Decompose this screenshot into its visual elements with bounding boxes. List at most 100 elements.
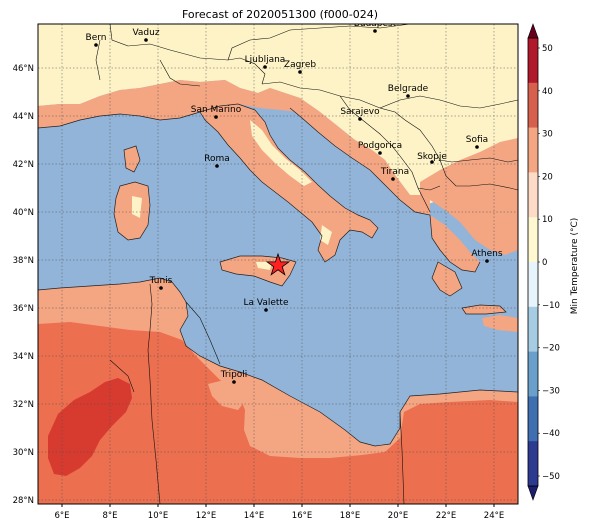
y-tick-label: 42°N — [13, 160, 34, 170]
city-label: Podgorica — [358, 141, 402, 151]
city-la-valette: La Valette — [244, 298, 289, 312]
y-tick-label: 28°N — [13, 496, 34, 506]
sicily-cold-zone — [256, 262, 272, 270]
colorbar-tick-label: 40 — [542, 87, 553, 97]
y-tick-label: 34°N — [13, 352, 34, 362]
city-label: San Marino — [191, 105, 242, 115]
colorbar-tick-label: 10 — [542, 215, 553, 225]
map-gridlines — [38, 24, 518, 504]
colorbar-tick-label: 0 — [542, 258, 547, 268]
colorbar-tick-label: 30 — [542, 130, 553, 140]
x-tick-label: 8°E — [102, 511, 117, 521]
colorbar-band — [528, 82, 538, 128]
colorbar-band — [528, 441, 538, 487]
x-tick-label: 18°E — [340, 511, 360, 521]
city-zagreb: Zagreb — [284, 60, 316, 74]
colorbar-band — [528, 306, 538, 352]
colorbar-band — [528, 262, 538, 308]
x-tick-label: 22°E — [436, 511, 456, 521]
city-tirana: Tirana — [380, 167, 409, 181]
sardinia-cold-zone — [132, 196, 142, 218]
city-bern: Bern — [86, 33, 107, 47]
colorbar-tick-label: −40 — [542, 429, 560, 439]
x-tick-label: 14°E — [244, 511, 264, 521]
x-tick-label: 24°E — [484, 511, 504, 521]
x-tick-label: 16°E — [292, 511, 312, 521]
city-label: Skopje — [417, 152, 447, 162]
colorbar-tick-label: −10 — [542, 301, 560, 311]
calabria-cold-zone — [320, 225, 332, 245]
map-frame — [37, 23, 519, 505]
city-label: Tirana — [380, 167, 409, 177]
y-tick-label: 40°N — [13, 208, 34, 218]
y-tick-label: 44°N — [13, 112, 34, 122]
y-tick-label: 46°N — [13, 64, 34, 74]
x-axis-ticks: 6°E 8°E 10°E 12°E 14°E 16°E 18°E 20°E 22°E 24°E — [54, 504, 504, 521]
balkan-warm-zone — [420, 138, 518, 255]
city-layer: Bern Vaduz Budapest Ljubljana Zagreb Bel… — [86, 19, 503, 384]
x-tick-label: 6°E — [54, 511, 69, 521]
y-tick-label: 38°N — [13, 256, 34, 266]
y-axis-ticks: 46°N 44°N 42°N 40°N 38°N 36°N 34°N 32°N 30°N 28°N — [13, 64, 34, 506]
peloponnese-warm-zone — [432, 262, 462, 296]
italy-peninsula — [200, 104, 378, 262]
colorbar-band — [528, 172, 538, 218]
city-label: La Valette — [244, 298, 289, 308]
coastlines — [38, 103, 518, 447]
algeria-hottest-zone — [48, 378, 132, 476]
colorbar-tick-label: −30 — [542, 386, 560, 396]
city-skopje: Skopje — [417, 152, 447, 164]
city-belgrade: Belgrade — [388, 84, 429, 98]
x-tick-label: 20°E — [388, 511, 408, 521]
corsica-island — [124, 146, 140, 172]
y-tick-label: 36°N — [13, 304, 34, 314]
greece-warm-zone — [430, 215, 480, 272]
apennine-cold-zone — [250, 120, 312, 186]
star-marker — [265, 252, 291, 276]
city-label: Sofia — [466, 135, 488, 145]
colorbar-band — [528, 127, 538, 173]
city-label: Sarajevo — [340, 107, 380, 117]
city-label: Budapest — [354, 19, 397, 29]
x-tick-label: 12°E — [196, 511, 216, 521]
city-san-marino: San Marino — [191, 105, 242, 119]
city-label: Vaduz — [132, 28, 159, 38]
city-tunis: Tunis — [149, 276, 173, 290]
city-label: Tripoli — [220, 370, 248, 380]
north-land-region — [38, 24, 518, 215]
adriatic-east-warm-zone — [290, 98, 430, 215]
colorbar-band — [528, 217, 538, 263]
city-budapest: Budapest — [354, 19, 397, 33]
colorbar-band — [528, 351, 538, 397]
city-sofia: Sofia — [466, 135, 488, 149]
y-tick-label: 30°N — [13, 448, 34, 458]
colorbar-extend-top — [527, 23, 539, 39]
colorbar-tick-label: 50 — [542, 44, 553, 54]
colorbar: 50 40 30 20 10 0 −10 −20 −30 −40 −50 — [527, 23, 560, 501]
colorbar-band — [528, 38, 538, 84]
city-label: Zagreb — [284, 60, 316, 70]
country-borders — [95, 24, 518, 504]
city-podgorica: Podgorica — [358, 141, 402, 155]
crete-island — [462, 305, 506, 314]
y-tick-label: 32°N — [13, 400, 34, 410]
city-label: Roma — [204, 154, 230, 164]
city-label: Athens — [471, 249, 502, 259]
city-roma: Roma — [204, 154, 230, 168]
colorbar-label: Min Temperature (°C) — [570, 218, 580, 315]
city-label: Bern — [86, 33, 107, 43]
colorbar-tick-label: −20 — [542, 344, 560, 354]
city-tripoli: Tripoli — [220, 370, 248, 384]
city-athens: Athens — [471, 249, 503, 263]
x-tick-label: 10°E — [148, 511, 168, 521]
city-label: Belgrade — [388, 84, 429, 94]
city-ljubljana: Ljubljana — [245, 55, 286, 69]
city-label: Ljubljana — [245, 55, 286, 65]
city-label: Tunis — [149, 276, 173, 286]
colorbar-band — [528, 396, 538, 442]
map-area: Bern Vaduz Budapest Ljubljana Zagreb Bel… — [38, 19, 518, 504]
city-vaduz: Vaduz — [132, 28, 160, 42]
city-sarajevo: Sarajevo — [340, 107, 380, 121]
colorbar-extend-bottom — [527, 485, 539, 501]
